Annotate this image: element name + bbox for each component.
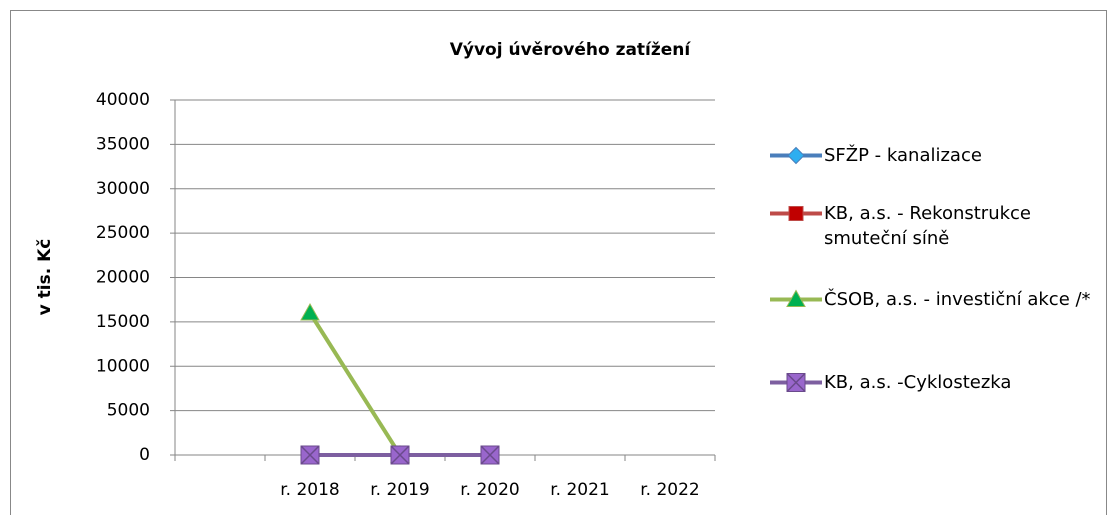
y-tick-label: 15000 [96, 312, 150, 332]
marker-cross [786, 372, 806, 393]
legend-label: KB, a.s. - Rekonstrukce smuteční síně [824, 203, 1031, 249]
marker [300, 445, 320, 465]
y-axis-label: v tis. Kč [35, 239, 55, 316]
marker [786, 289, 806, 307]
legend-entry: ČSOB, a.s. - investiční akce /* [768, 287, 1094, 312]
legend-entry: SFŽP - kanalizace [768, 143, 1094, 168]
legend-label: ČSOB, a.s. - investiční akce /* [824, 289, 1091, 310]
legend-label: KB, a.s. -Cyklostezka [824, 372, 1012, 393]
y-tick-label: 5000 [107, 401, 150, 421]
legend-label: SFŽP - kanalizace [824, 145, 982, 166]
x-tick-label: r. 2018 [280, 480, 340, 500]
marker [787, 146, 805, 165]
marker [480, 445, 500, 465]
marker-cross [390, 445, 410, 465]
marker [788, 206, 804, 221]
y-tick-label: 10000 [96, 356, 150, 376]
legend-swatch [770, 206, 822, 221]
x-tick-label: r. 2020 [460, 480, 520, 500]
x-tick-label: r. 2019 [370, 480, 430, 500]
marker [786, 372, 806, 393]
marker-cross [480, 445, 500, 465]
x-tick-label: r. 2021 [550, 480, 610, 500]
series-line [308, 311, 402, 457]
y-tick-label: 25000 [96, 223, 150, 243]
legend-swatch [770, 146, 822, 165]
y-tick-label: 35000 [96, 134, 150, 154]
legend-swatch [770, 372, 822, 393]
marker [390, 445, 410, 465]
y-tick-label: 30000 [96, 179, 150, 199]
marker-cross [300, 445, 320, 465]
chart-border [10, 10, 1107, 515]
legend-entry: KB, a.s. -Cyklostezka [768, 370, 1094, 395]
marker [300, 302, 320, 321]
chart-title: Vývoj úvěrového zatížení [450, 40, 692, 60]
legend-entry: KB, a.s. - Rekonstrukce smuteční síně [768, 201, 1094, 251]
y-tick-label: 40000 [96, 90, 150, 110]
x-tick-label: r. 2022 [640, 480, 700, 500]
y-tick-label: 20000 [96, 268, 150, 288]
legend-swatch [770, 289, 822, 307]
y-tick-label: 0 [139, 445, 150, 465]
